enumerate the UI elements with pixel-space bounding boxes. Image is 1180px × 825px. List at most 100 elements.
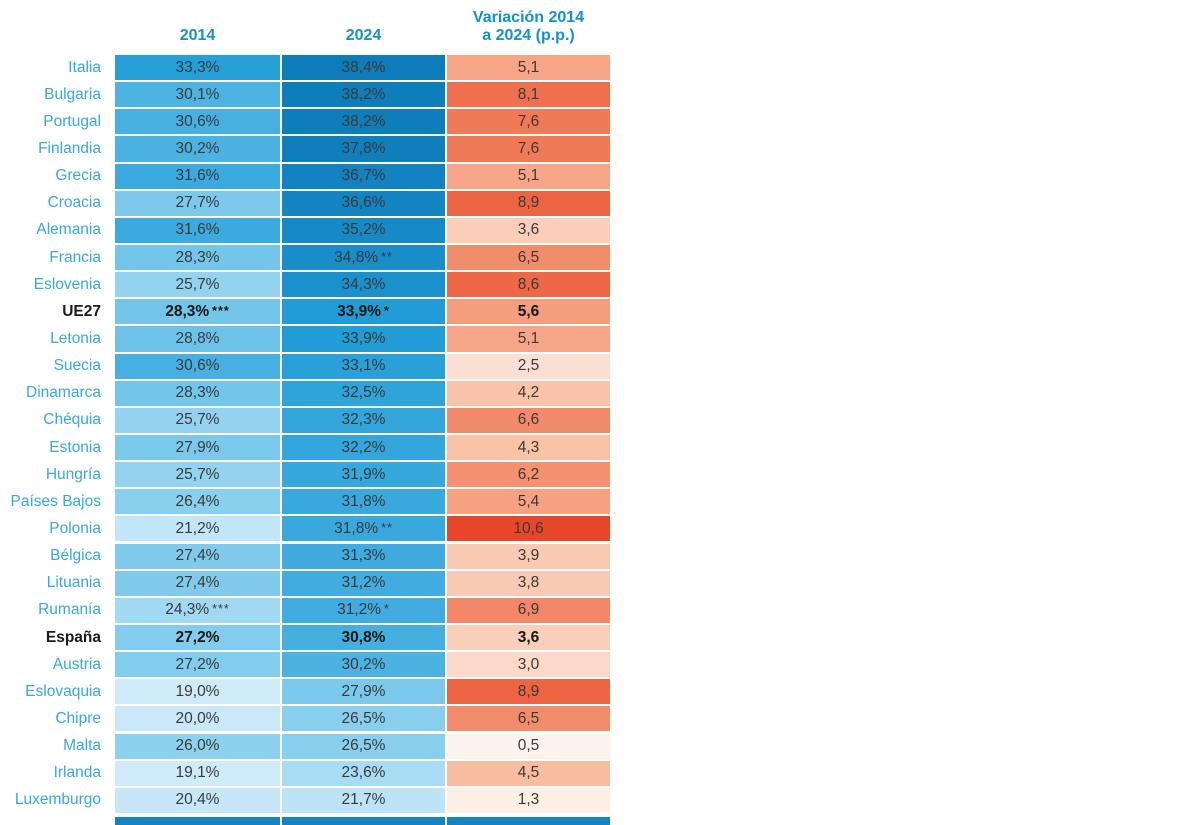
cell-value: 0,5 — [517, 737, 540, 755]
cell-2024: 32,5% — [282, 380, 445, 406]
cell-2014: 24,3% *** — [115, 597, 280, 623]
cell-variation: 8,9 — [447, 190, 610, 216]
cell-2014: 30,6% — [115, 109, 280, 135]
cell-value: 3,8 — [517, 574, 540, 592]
table-row: Países Bajos 26,4% 31,8% 5,4 — [0, 489, 612, 515]
row-label: Rumanía — [38, 601, 101, 619]
table-row: Eslovenia 25,7% 34,3% 8,6 — [0, 272, 612, 298]
cell-value: 5,6 — [517, 302, 540, 320]
cell-value: 7,6 — [517, 112, 540, 130]
cutoff-cell-2014 — [115, 817, 280, 825]
table-row: Lituania 27,4% 31,2% 3,8 — [0, 570, 612, 596]
cell-2024: 38,2% — [282, 82, 445, 108]
cell-variation: 3,9 — [447, 543, 610, 569]
cell-2024: 37,8% — [282, 136, 445, 162]
cell-2014: 20,4% — [115, 787, 280, 813]
cell-value: 26,5% — [341, 737, 386, 755]
cell-value: 31,2% — [337, 601, 382, 619]
cell-value: 6,2 — [517, 465, 540, 483]
cell-value: 33,9% — [337, 302, 382, 320]
table-row: Chipre 20,0% 26,5% 6,5 — [0, 706, 612, 732]
cell-value: 8,6 — [517, 275, 540, 293]
cell-variation: 0,5 — [447, 733, 610, 759]
cell-value: 4,3 — [517, 438, 540, 456]
cell-variation: 6,5 — [447, 244, 610, 271]
cell-2024: 33,1% — [282, 353, 445, 379]
cell-value: 6,9 — [517, 601, 540, 619]
cell-value: 38,2% — [341, 85, 386, 103]
cell-value: 1,3 — [517, 791, 540, 809]
row-label: Austria — [52, 655, 101, 673]
cell-2014: 27,7% — [115, 190, 280, 216]
cutoff-cell-variation — [447, 817, 610, 825]
table-row: Luxemburgo 20,4% 21,7% 1,3 — [0, 787, 612, 813]
cell-value: 4,5 — [517, 764, 540, 782]
cell-variation: 8,6 — [447, 272, 610, 298]
cell-value: 28,3% — [165, 302, 210, 320]
cell-value: 21,7% — [341, 791, 386, 809]
cell-value: 6,5 — [517, 709, 540, 727]
cell-value: 31,6% — [175, 221, 220, 239]
cell-variation: 5,6 — [447, 299, 610, 325]
cell-2014: 27,9% — [115, 434, 280, 461]
cell-value: 19,1% — [175, 764, 220, 782]
cell-value: 31,2% — [341, 574, 386, 592]
cell-2014: 26,4% — [115, 489, 280, 515]
cell-value: 24,3% — [165, 601, 210, 619]
cell-variation: 8,1 — [447, 82, 610, 108]
cell-value: 27,4% — [175, 574, 220, 592]
row-label: Letonia — [50, 329, 101, 347]
cell-value: 26,0% — [175, 737, 220, 755]
cell-variation: 5,1 — [447, 55, 610, 81]
cell-value: 27,9% — [341, 682, 386, 700]
row-label: Dinamarca — [26, 384, 101, 402]
table-row: Francia 28,3% 34,8% ** 6,5 — [0, 244, 612, 271]
column-header-variation-line2: a 2024 (p.p.) — [482, 27, 575, 44]
cell-value: 36,7% — [341, 167, 386, 185]
table-header-row: 2014 2024 Variación 2014 a 2024 (p.p.) — [0, 0, 612, 49]
cell-2014: 33,3% — [115, 55, 280, 81]
cell-value: 30,6% — [175, 112, 220, 130]
cell-2024: 23,6% — [282, 760, 445, 786]
cell-2024: 31,3% — [282, 543, 445, 569]
cell-variation: 4,5 — [447, 760, 610, 786]
row-label: Malta — [63, 737, 101, 755]
cell-variation: 3,8 — [447, 570, 610, 596]
row-label: Chéquia — [43, 411, 101, 429]
cell-value: 28,3% — [175, 384, 220, 402]
cell-value: 6,5 — [517, 248, 540, 266]
cell-variation: 8,9 — [447, 679, 610, 705]
cell-value: 27,7% — [175, 194, 220, 212]
table-row: Portugal 30,6% 38,2% 7,6 — [0, 109, 612, 135]
cell-value: 30,8% — [341, 628, 386, 646]
cell-2014: 28,3% *** — [115, 299, 280, 325]
column-header-variation-line1: Variación 2014 — [472, 9, 585, 26]
cell-value: 25,7% — [175, 465, 220, 483]
table-row: Rumanía 24,3% *** 31,2% * 6,9 — [0, 597, 612, 623]
cell-value: 8,9 — [517, 194, 540, 212]
cell-variation: 3,6 — [447, 217, 610, 243]
table-row: Bulgaria 30,1% 38,2% 8,1 — [0, 82, 612, 108]
cell-2024: 27,9% — [282, 679, 445, 705]
cell-2014: 19,0% — [115, 679, 280, 705]
cell-value: 35,2% — [341, 221, 386, 239]
cell-value: 33,9% — [341, 329, 386, 347]
row-label: Lituania — [46, 574, 101, 592]
cell-variation: 1,3 — [447, 787, 610, 813]
row-label: Hungría — [45, 465, 101, 483]
cell-value: 2,5 — [517, 357, 540, 375]
row-label: España — [45, 628, 101, 646]
cell-2014: 30,2% — [115, 136, 280, 162]
cell-value: 34,8% — [334, 248, 379, 266]
cell-value: 26,5% — [341, 709, 386, 727]
column-header-variation: Variación 2014 a 2024 (p.p.) — [447, 9, 610, 49]
cell-variation: 4,3 — [447, 434, 610, 461]
cell-value: 21,2% — [175, 519, 220, 537]
cell-value: 5,1 — [517, 329, 540, 347]
row-label: Países Bajos — [10, 492, 101, 510]
table-row: Suecia 30,6% 33,1% 2,5 — [0, 353, 612, 379]
cell-variation: 3,0 — [447, 652, 610, 678]
cell-value: 3,9 — [517, 547, 540, 565]
cell-value: 7,6 — [517, 139, 540, 157]
